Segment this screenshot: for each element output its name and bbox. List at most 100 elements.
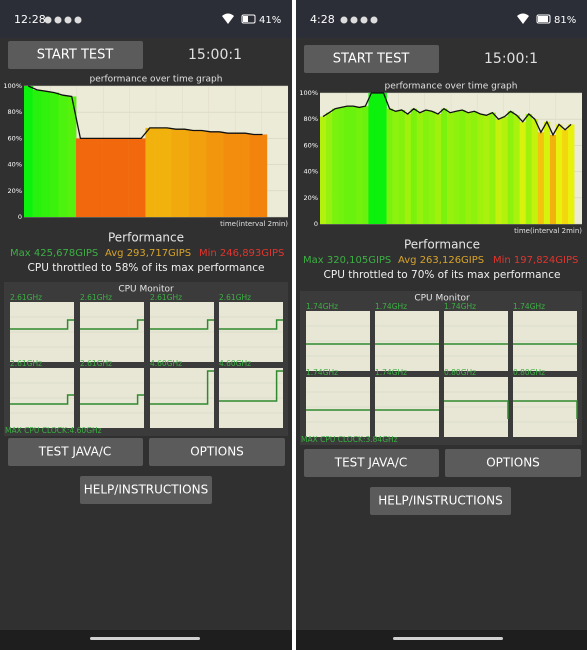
performance-bar	[519, 121, 527, 224]
performance-bar	[128, 138, 138, 217]
core-clock-label: 2.61GHz	[80, 293, 112, 302]
options-button[interactable]	[149, 438, 285, 466]
y-tick-label: 80%	[8, 108, 22, 116]
avg-performance: Avg 293,717GIPS	[105, 248, 191, 259]
notification-icon	[350, 16, 358, 24]
performance-bar	[549, 134, 557, 224]
performance-bar	[416, 112, 424, 224]
performance-bar	[434, 113, 442, 224]
battery-icon	[536, 14, 551, 24]
wifi-icon	[222, 13, 234, 24]
performance-bar	[459, 110, 466, 224]
y-tick-label: 80%	[304, 115, 318, 123]
core-clock-label: 2.61GHz	[10, 359, 42, 368]
y-tick-label: 0	[314, 220, 318, 228]
y-tick-label: 0	[18, 213, 22, 221]
performance-bar	[562, 129, 569, 224]
start-button[interactable]	[8, 41, 143, 69]
core-clock-label: 0.80GHz	[513, 368, 545, 377]
performance-bar	[356, 107, 363, 224]
performance-bar	[398, 110, 406, 224]
performance-bar	[258, 134, 268, 217]
performance-bar	[320, 116, 327, 224]
home-handle	[90, 637, 200, 640]
performance-bar	[32, 89, 42, 217]
performance-bar	[41, 91, 51, 217]
timer: 15:00:1	[484, 51, 538, 67]
timer: 15:00:1	[188, 47, 242, 63]
min-performance: Min 246,893GIPS	[199, 248, 284, 259]
performance-line	[28, 85, 263, 140]
throttle-text: CPU throttled to 58% of its max performa…	[28, 262, 265, 274]
performance-bar	[180, 129, 190, 217]
battery-icon	[241, 14, 256, 24]
test-button[interactable]	[8, 438, 143, 466]
y-tick-label: 60%	[8, 134, 22, 142]
performance-bar	[249, 134, 259, 217]
y-tick-label: 100%	[3, 82, 22, 90]
status-battery: 81%	[554, 15, 576, 26]
performance-bar	[197, 130, 207, 217]
performance-bar	[501, 116, 508, 224]
test-button-label: TEST JAVA/C	[38, 445, 112, 459]
start-button-label: START TEST	[333, 52, 410, 67]
help-button[interactable]	[370, 487, 511, 515]
core-clock-line	[80, 394, 144, 405]
performance-bar	[392, 111, 399, 224]
performance-bar	[344, 106, 351, 224]
performance-bar	[537, 132, 545, 224]
graph-title: performance over time graph	[385, 82, 518, 92]
performance-bar	[489, 112, 496, 224]
core-clock-label: 1.74GHz	[375, 368, 407, 377]
options-button[interactable]	[445, 449, 581, 477]
core-clock-label: 4.60GHz	[150, 359, 182, 368]
home-handle	[393, 637, 503, 640]
min-performance: Min 197,824GIPS	[493, 255, 578, 266]
performance-bar	[206, 131, 216, 217]
performance-bar	[410, 108, 418, 224]
core-clock-label: 2.61GHz	[10, 293, 42, 302]
performance-bar	[338, 107, 345, 224]
performance-bar	[93, 138, 103, 217]
start-button-label: START TEST	[37, 48, 114, 63]
core-clock-line	[150, 370, 214, 405]
performance-bar	[543, 121, 551, 224]
performance-bar	[471, 111, 478, 224]
core-clock-label: 1.74GHz	[306, 302, 338, 311]
avg-performance: Avg 263,126GIPS	[398, 255, 484, 266]
y-tick-label: 100%	[299, 89, 318, 97]
options-button-label: OPTIONS	[190, 445, 244, 459]
performance-bar	[555, 124, 563, 224]
performance-bar	[240, 133, 250, 217]
help-button[interactable]	[80, 476, 212, 504]
performance-bar	[136, 138, 146, 217]
performance-bar	[441, 108, 448, 224]
performance-bar	[495, 119, 502, 224]
performance-bar	[374, 93, 381, 224]
core-clock-label: 0.80GHz	[444, 368, 476, 377]
test-button[interactable]	[304, 449, 439, 477]
core-clock-label: 1.74GHz	[375, 302, 407, 311]
performance-bar	[188, 130, 198, 217]
core-clock-line	[10, 394, 74, 405]
max-cpu-clock: MAX CPU CLOCK:4.60GHz	[5, 426, 102, 435]
throttle-text: CPU throttled to 70% of its max performa…	[324, 269, 561, 281]
core-clock-label: 2.61GHz	[80, 359, 112, 368]
start-button[interactable]	[304, 45, 439, 73]
notification-icon	[64, 16, 72, 24]
core-clock-label: 2.61GHz	[219, 293, 251, 302]
performance-bar	[428, 111, 436, 224]
core-clock-label: 4.60GHz	[219, 359, 251, 368]
performance-bar	[386, 108, 393, 224]
battery-level	[538, 16, 548, 22]
cpu-monitor-title: CPU Monitor	[118, 285, 174, 295]
performance-bar	[404, 113, 412, 224]
max-cpu-clock: MAX CPU CLOCK:3.84GHz	[301, 435, 398, 444]
y-tick-label: 40%	[304, 168, 318, 176]
notification-icon	[340, 16, 348, 24]
core-clock-line	[513, 400, 578, 419]
performance-title: Performance	[404, 238, 480, 252]
y-tick-label: 40%	[8, 161, 22, 169]
status-battery: 41%	[259, 15, 281, 26]
performance-bar	[76, 138, 86, 217]
